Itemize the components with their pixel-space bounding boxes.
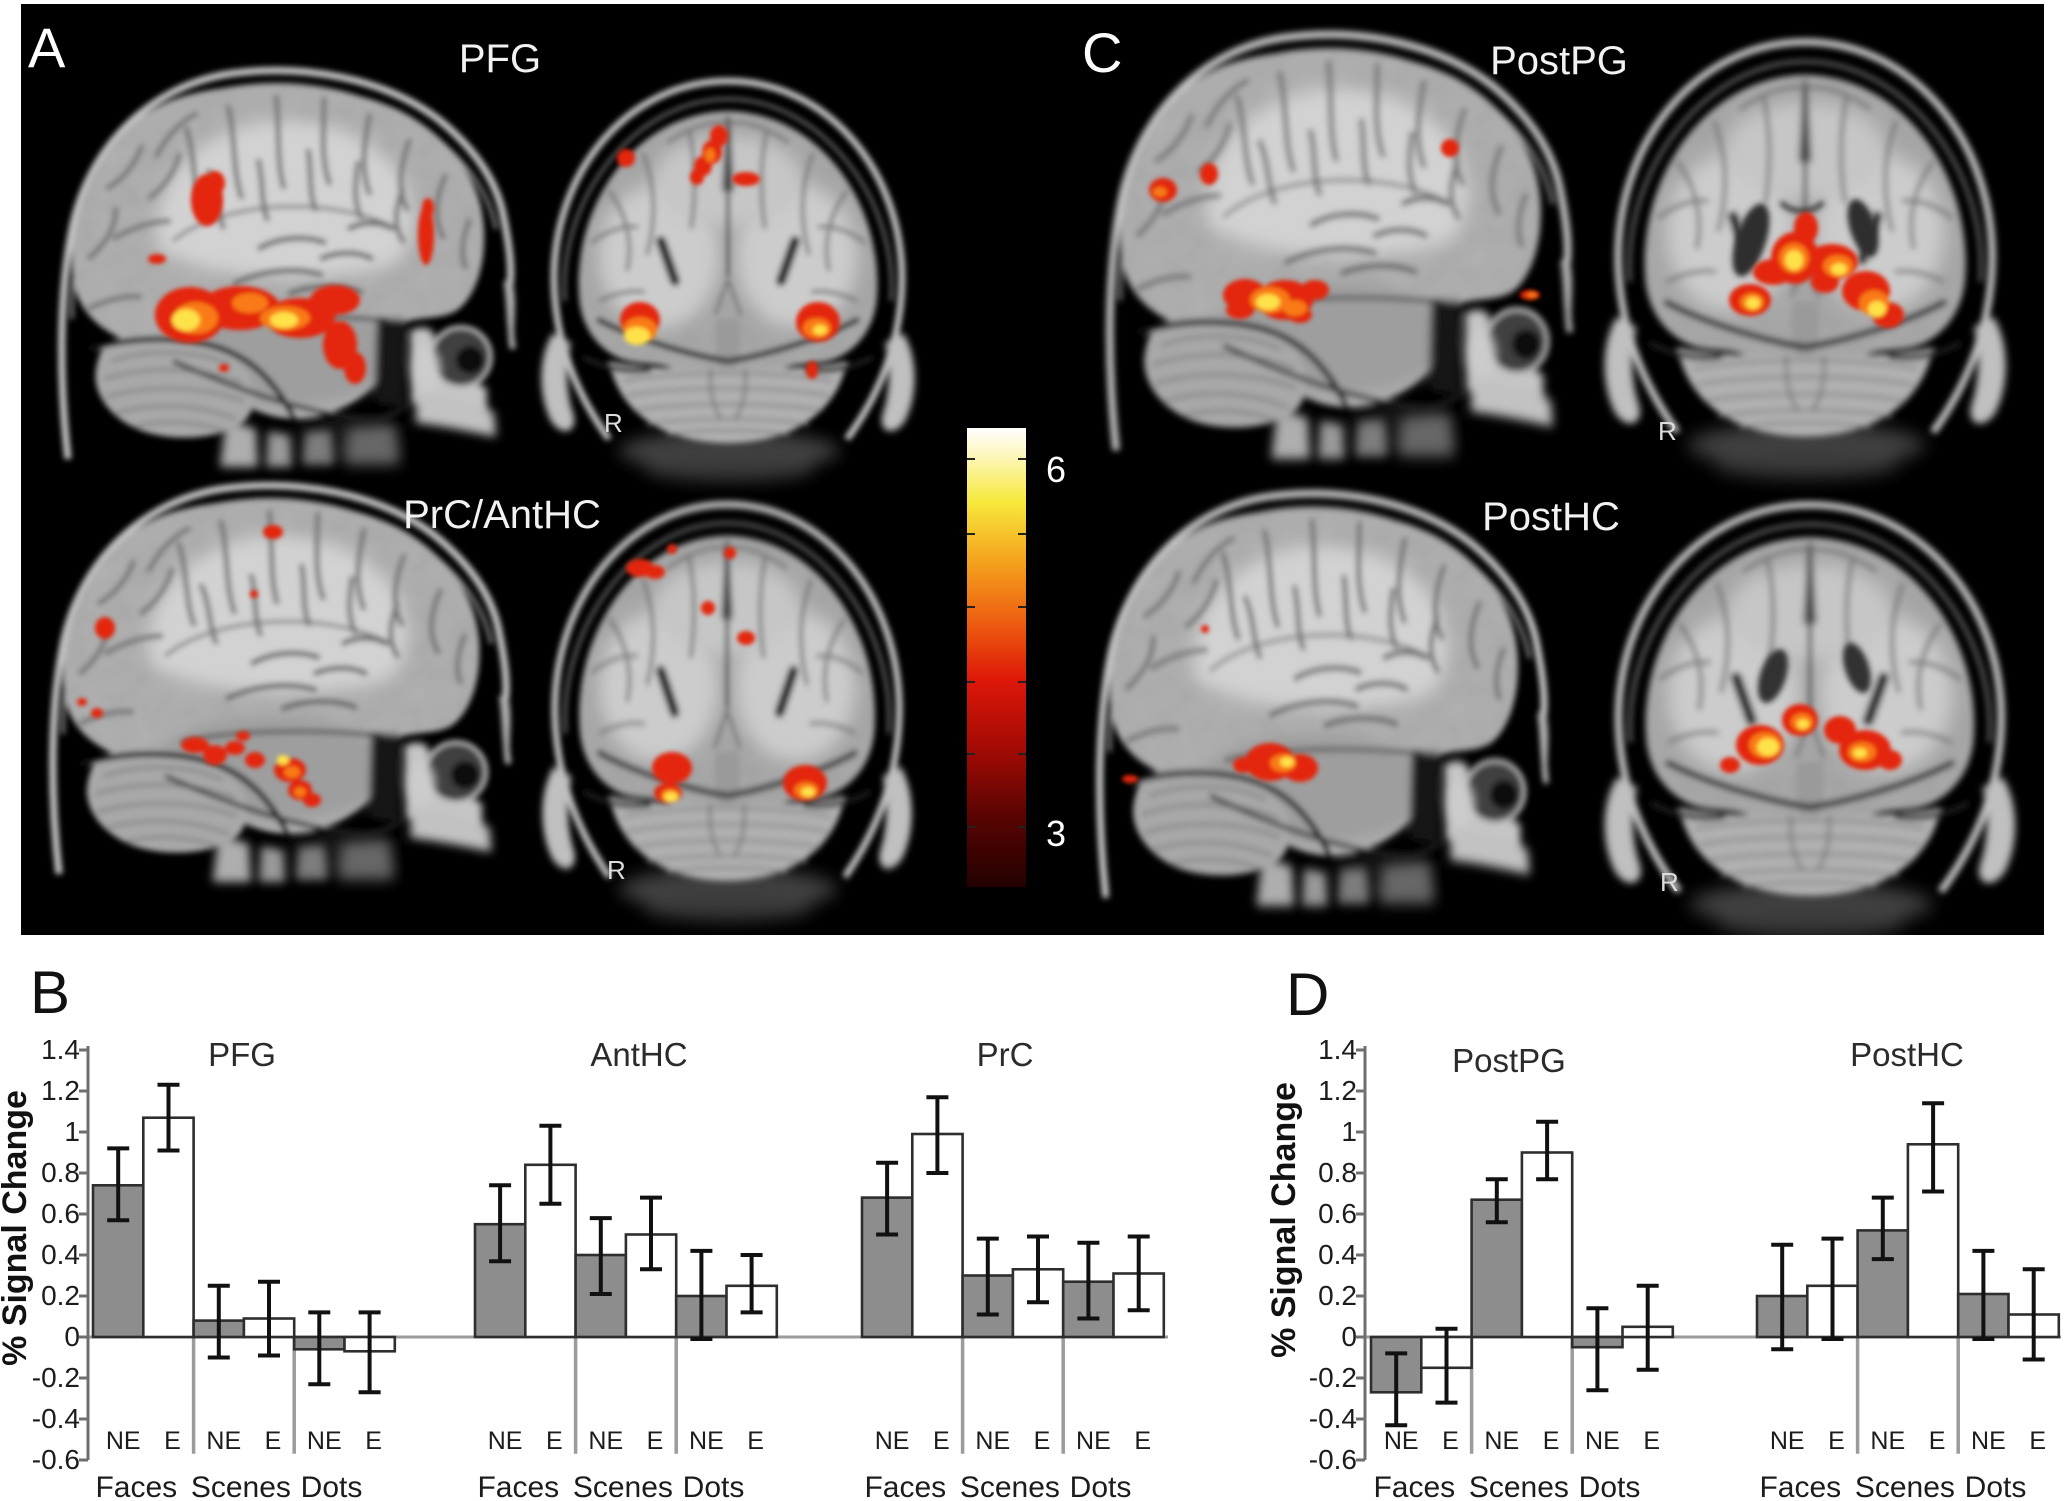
svg-text:0.8: 0.8: [1318, 1157, 1357, 1188]
svg-text:-0.4: -0.4: [1309, 1403, 1357, 1434]
svg-text:NE: NE: [1770, 1427, 1805, 1455]
svg-text:AntHC: AntHC: [590, 1036, 687, 1073]
svg-text:PFG: PFG: [459, 37, 541, 81]
svg-text:E: E: [1828, 1427, 1845, 1455]
svg-text:6: 6: [1046, 449, 1066, 490]
svg-text:Dots: Dots: [683, 1471, 745, 1501]
svg-text:A: A: [28, 16, 66, 79]
svg-text:NE: NE: [1585, 1427, 1620, 1455]
svg-text:0: 0: [64, 1321, 80, 1352]
svg-text:1.4: 1.4: [41, 1034, 80, 1065]
svg-text:1.2: 1.2: [41, 1075, 80, 1106]
svg-text:PostPG: PostPG: [1490, 39, 1628, 83]
svg-text:Dots: Dots: [301, 1471, 363, 1501]
svg-text:Faces: Faces: [864, 1471, 946, 1501]
svg-text:R: R: [1658, 416, 1677, 446]
svg-text:NE: NE: [206, 1427, 241, 1455]
svg-text:1.4: 1.4: [1318, 1034, 1357, 1065]
svg-text:NE: NE: [1384, 1427, 1419, 1455]
svg-text:0.8: 0.8: [41, 1157, 80, 1188]
svg-text:0.4: 0.4: [41, 1239, 80, 1270]
svg-text:D: D: [1286, 961, 1329, 1028]
svg-text:Dots: Dots: [1965, 1471, 2027, 1501]
svg-text:1: 1: [1341, 1116, 1357, 1147]
svg-text:Scenes: Scenes: [573, 1471, 673, 1501]
svg-text:PrC/AntHC: PrC/AntHC: [403, 493, 601, 537]
svg-text:0: 0: [1341, 1321, 1357, 1352]
svg-text:NE: NE: [588, 1427, 623, 1455]
svg-text:0.2: 0.2: [1318, 1280, 1357, 1311]
svg-text:E: E: [365, 1427, 382, 1455]
svg-text:0.6: 0.6: [1318, 1198, 1357, 1229]
svg-text:E: E: [1643, 1427, 1660, 1455]
svg-text:NE: NE: [975, 1427, 1010, 1455]
svg-text:0.6: 0.6: [41, 1198, 80, 1229]
svg-text:-0.6: -0.6: [32, 1444, 80, 1475]
svg-text:Faces: Faces: [95, 1471, 177, 1501]
svg-text:PostHC: PostHC: [1850, 1036, 1964, 1073]
svg-text:Scenes: Scenes: [191, 1471, 291, 1501]
svg-text:Dots: Dots: [1070, 1471, 1132, 1501]
svg-text:E: E: [1929, 1427, 1946, 1455]
svg-text:-0.2: -0.2: [1309, 1362, 1357, 1393]
svg-text:Faces: Faces: [477, 1471, 559, 1501]
svg-text:PrC: PrC: [977, 1036, 1034, 1073]
svg-text:0.4: 0.4: [1318, 1239, 1357, 1270]
svg-text:E: E: [1442, 1427, 1459, 1455]
svg-text:PostHC: PostHC: [1482, 495, 1620, 539]
svg-text:NE: NE: [1076, 1427, 1111, 1455]
svg-text:1.2: 1.2: [1318, 1075, 1357, 1106]
svg-text:Scenes: Scenes: [1855, 1471, 1955, 1501]
svg-text:E: E: [164, 1427, 181, 1455]
svg-text:Scenes: Scenes: [960, 1471, 1060, 1501]
svg-text:-0.6: -0.6: [1309, 1444, 1357, 1475]
svg-text:-0.2: -0.2: [32, 1362, 80, 1393]
svg-text:-0.4: -0.4: [32, 1403, 80, 1434]
svg-text:Scenes: Scenes: [1469, 1471, 1569, 1501]
svg-text:E: E: [1034, 1427, 1051, 1455]
svg-text:NE: NE: [689, 1427, 724, 1455]
svg-text:% Signal Change: % Signal Change: [0, 1090, 34, 1366]
svg-text:E: E: [1134, 1427, 1151, 1455]
svg-text:Faces: Faces: [1373, 1471, 1455, 1501]
svg-text:E: E: [747, 1427, 764, 1455]
svg-text:PFG: PFG: [208, 1036, 276, 1073]
svg-text:3: 3: [1046, 813, 1066, 854]
svg-text:E: E: [647, 1427, 664, 1455]
svg-text:NE: NE: [1870, 1427, 1905, 1455]
svg-text:R: R: [607, 855, 626, 885]
svg-text:NE: NE: [1484, 1427, 1519, 1455]
svg-text:E: E: [546, 1427, 563, 1455]
svg-text:B: B: [30, 959, 70, 1026]
svg-text:C: C: [1082, 21, 1122, 84]
svg-text:0.2: 0.2: [41, 1280, 80, 1311]
svg-text:E: E: [1543, 1427, 1560, 1455]
svg-text:E: E: [265, 1427, 282, 1455]
svg-text:NE: NE: [1971, 1427, 2006, 1455]
svg-text:R: R: [604, 408, 623, 438]
svg-text:% Signal Change: % Signal Change: [1265, 1082, 1303, 1358]
svg-text:E: E: [2029, 1427, 2046, 1455]
svg-text:NE: NE: [875, 1427, 910, 1455]
svg-text:NE: NE: [106, 1427, 141, 1455]
svg-text:Dots: Dots: [1579, 1471, 1641, 1501]
svg-text:NE: NE: [488, 1427, 523, 1455]
svg-text:R: R: [1660, 867, 1679, 897]
svg-text:PostPG: PostPG: [1452, 1042, 1566, 1079]
svg-text:Faces: Faces: [1759, 1471, 1841, 1501]
svg-text:E: E: [933, 1427, 950, 1455]
svg-text:NE: NE: [307, 1427, 342, 1455]
svg-text:1: 1: [64, 1116, 80, 1147]
